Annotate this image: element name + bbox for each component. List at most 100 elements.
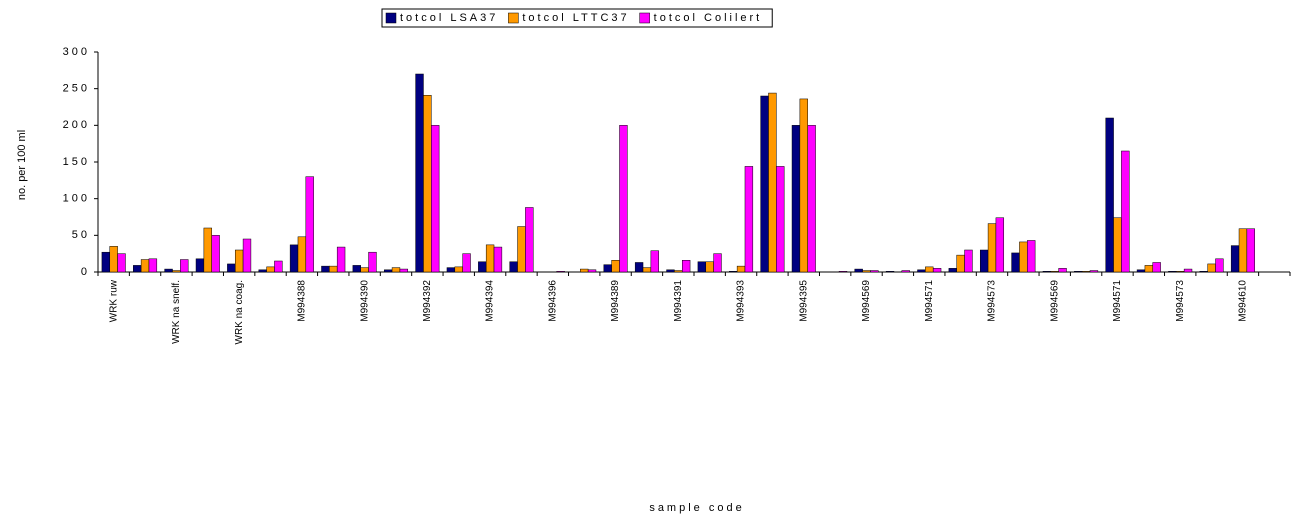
bar: [172, 270, 181, 273]
legend-swatch: [639, 12, 650, 24]
bar: [1105, 117, 1114, 273]
bar: [580, 268, 589, 273]
bar: [109, 246, 118, 273]
x-tick-label: M994392: [422, 280, 433, 322]
bar: [140, 259, 150, 273]
bar: [619, 125, 628, 273]
y-tick-label: 50: [72, 229, 90, 241]
bar: [870, 270, 879, 273]
bar: [556, 271, 565, 273]
bar: [1050, 271, 1059, 273]
bar: [948, 268, 957, 273]
x-tick-label: M994571: [924, 280, 935, 322]
bar: [736, 265, 746, 273]
x-axis-title: sample code: [649, 502, 744, 514]
x-tick-label: M994569: [1049, 280, 1060, 322]
bar: [932, 268, 942, 273]
bar: [485, 244, 495, 273]
bar: [603, 264, 612, 273]
bar: [203, 227, 212, 273]
bar: [917, 269, 926, 273]
bar: [705, 261, 714, 273]
bar: [478, 261, 487, 273]
bar: [1152, 262, 1161, 273]
bar: [195, 258, 205, 273]
y-tick-label: 300: [63, 46, 90, 58]
bar: [979, 249, 989, 273]
bar: [885, 271, 895, 273]
bar: [1199, 271, 1208, 273]
bar: [1246, 228, 1255, 273]
bar: [964, 249, 973, 273]
bar: [446, 267, 456, 273]
bar: [1168, 271, 1177, 273]
bar: [1081, 271, 1091, 273]
bar: [297, 236, 307, 273]
bar: [274, 260, 283, 273]
bar: [180, 259, 189, 273]
bar: [642, 267, 652, 273]
bar: [925, 266, 934, 273]
bar: [1144, 265, 1154, 273]
bar: [791, 125, 801, 273]
y-tick-label: 150: [63, 156, 90, 168]
bar: [666, 269, 675, 273]
bar: [1089, 270, 1099, 273]
bar: [454, 266, 463, 273]
bar: [587, 269, 597, 273]
x-tick-label: M994395: [798, 280, 809, 322]
bar: [713, 253, 722, 273]
bar: [987, 223, 997, 273]
y-tick-label: 200: [63, 119, 90, 131]
bar: [517, 226, 526, 273]
bar: [1207, 263, 1216, 273]
bar: [1019, 241, 1028, 273]
bar: [493, 246, 503, 273]
x-tick-label: M994391: [673, 280, 684, 322]
bar: [383, 269, 393, 273]
x-tick-label: M994388: [297, 280, 308, 322]
bar: [415, 73, 424, 273]
legend-label: totcol LTTC37: [522, 12, 629, 24]
legend-label: totcol LSA37: [400, 12, 498, 24]
bar: [329, 265, 338, 273]
bar: [799, 98, 808, 273]
bar: [768, 92, 777, 273]
x-tick-label: M994610: [1238, 280, 1249, 322]
bar: [117, 253, 126, 273]
bar: [423, 95, 432, 273]
bar: [1011, 252, 1020, 273]
bar: [729, 271, 738, 273]
bar: [956, 254, 965, 273]
bar: [360, 267, 369, 273]
bar: [305, 176, 314, 273]
bar: [509, 261, 518, 273]
bar: [242, 238, 252, 273]
bar: [1183, 268, 1193, 273]
bar: [1176, 271, 1185, 273]
bar: [399, 268, 409, 273]
bar: [431, 125, 440, 273]
y-tick-label: 0: [81, 266, 90, 278]
x-tick-label: M994573: [1175, 280, 1186, 322]
x-tick-label: M994573: [987, 280, 998, 322]
bar: [336, 246, 346, 273]
bar: [1238, 228, 1248, 273]
bar: [101, 251, 111, 273]
bar: [289, 244, 299, 273]
legend-label: totcol Colilert: [654, 12, 763, 24]
x-tick-label: M994571: [1112, 280, 1123, 322]
y-axis-title: no. per 100 ml: [16, 130, 28, 200]
bar: [1230, 245, 1240, 273]
bar: [258, 269, 267, 273]
bar: [462, 253, 471, 273]
bar: [674, 270, 683, 273]
bar: [164, 268, 173, 273]
bar: [391, 267, 401, 273]
y-tick-label: 250: [63, 83, 90, 95]
bar: [1074, 271, 1083, 273]
bar: [760, 95, 769, 273]
bar: [650, 250, 659, 273]
legend-swatch: [385, 12, 397, 24]
